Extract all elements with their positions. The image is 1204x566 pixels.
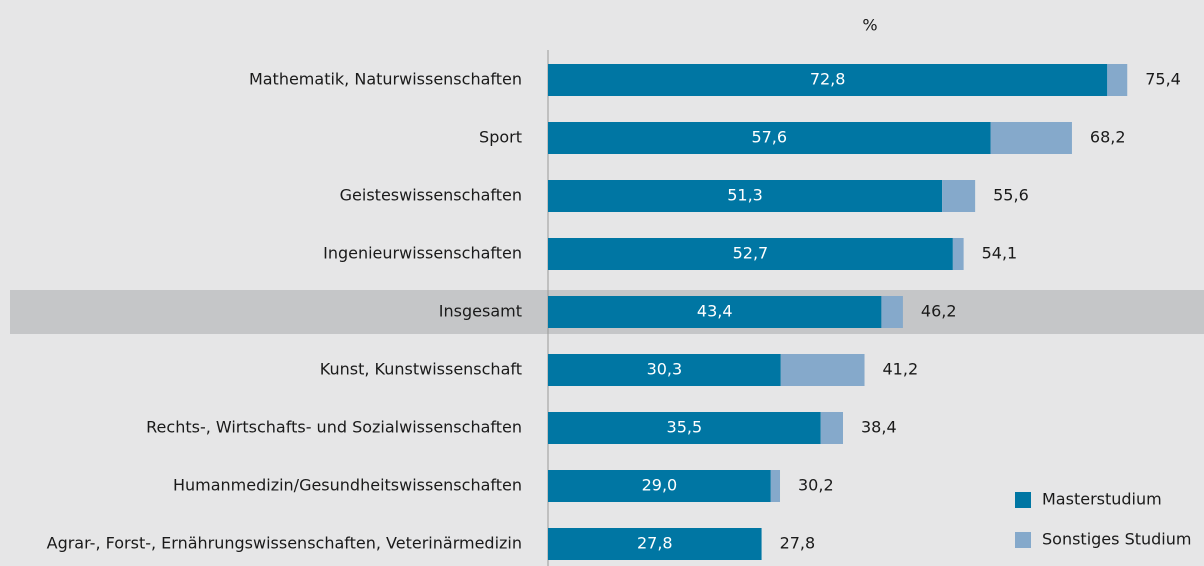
value-label: 57,6 (751, 128, 787, 147)
value-label: 30,3 (647, 360, 683, 379)
bar-segment (548, 238, 953, 270)
bar-segment (548, 412, 821, 444)
bar-segment (548, 354, 781, 386)
category-label: Sport (479, 128, 522, 147)
bar-segment (990, 122, 1072, 154)
value-label: 51,3 (727, 186, 763, 205)
bar-segment (1107, 64, 1128, 96)
total-label: 46,2 (921, 302, 957, 321)
total-label: 75,4 (1145, 70, 1181, 89)
value-label: 27,8 (637, 534, 673, 553)
total-label: 54,1 (982, 244, 1018, 263)
value-label: 29,0 (642, 476, 678, 495)
axis-label: % (862, 16, 877, 35)
category-label: Ingenieurwissenschaften (323, 244, 522, 263)
category-label: Humanmedizin/Gesundheitswissenschaften (173, 476, 522, 495)
category-label: Geisteswissenschaften (340, 186, 522, 205)
total-label: 30,2 (798, 476, 834, 495)
category-label: Rechts-, Wirtschafts- und Sozialwissensc… (146, 418, 522, 437)
total-label: 38,4 (861, 418, 897, 437)
legend-label: Masterstudium (1042, 490, 1162, 509)
value-label: 35,5 (667, 418, 703, 437)
bar-segment (548, 296, 882, 328)
category-label: Insgesamt (439, 302, 522, 321)
bar-segment (820, 412, 844, 444)
legend-label: Sonstiges Studium (1042, 530, 1191, 549)
category-label: Kunst, Kunstwissenschaft (320, 360, 522, 379)
bar-segment (770, 470, 781, 502)
total-label: 27,8 (780, 534, 816, 553)
bar-segment (548, 122, 991, 154)
bar-segment (548, 470, 771, 502)
value-label: 52,7 (733, 244, 769, 263)
bar-segment (548, 528, 762, 560)
legend-swatch (1015, 532, 1031, 548)
bar-segment (952, 238, 964, 270)
bar-segment (942, 180, 976, 212)
category-label: Agrar-, Forst-, Ernährungswissenschaften… (47, 534, 522, 553)
bar-segment (548, 64, 1108, 96)
bar-segment (780, 354, 865, 386)
bar-segment (881, 296, 903, 328)
value-label: 72,8 (810, 70, 846, 89)
category-label: Mathematik, Naturwissenschaften (249, 70, 522, 89)
total-label: 68,2 (1090, 128, 1126, 147)
legend-swatch (1015, 492, 1031, 508)
total-label: 41,2 (883, 360, 919, 379)
value-label: 43,4 (697, 302, 733, 321)
bar-segment (548, 180, 943, 212)
total-label: 55,6 (993, 186, 1029, 205)
